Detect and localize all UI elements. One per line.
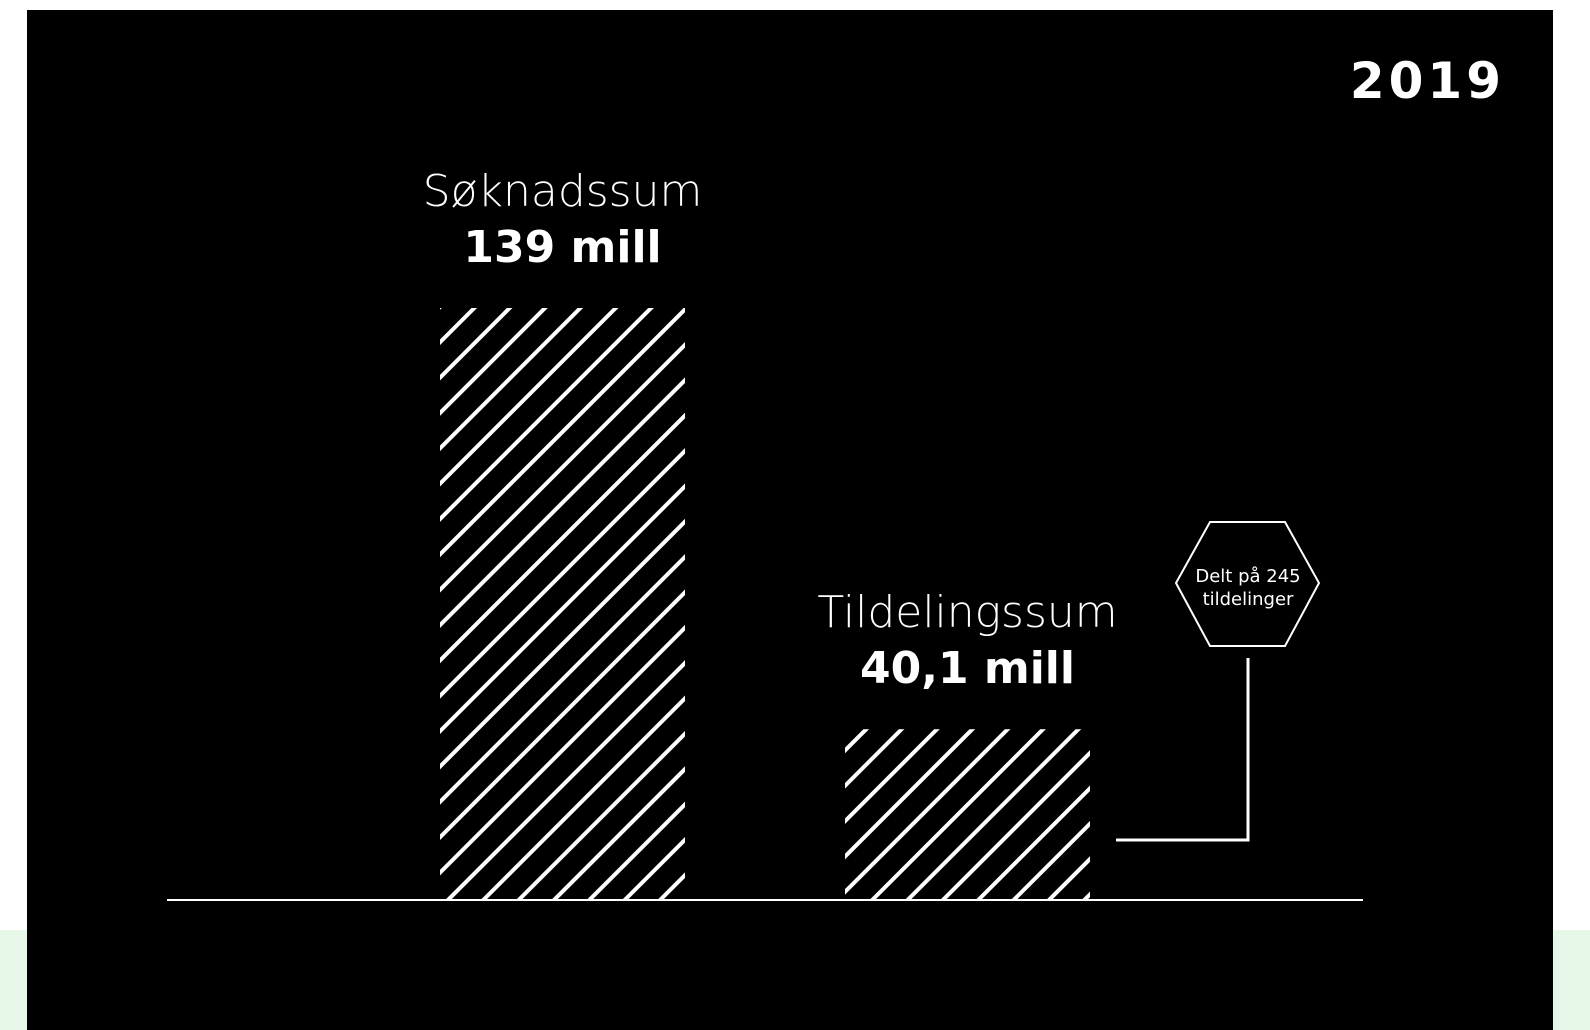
bar-soknadssum (440, 308, 685, 900)
annotation-line-2: tildelinger (1203, 589, 1294, 610)
annotation-connector (1116, 658, 1250, 842)
hexagon-badge (1174, 521, 1321, 647)
category-label-tildelingssum: Tildelingssum (817, 587, 1117, 638)
bar-tildelingssum (845, 729, 1090, 900)
annotation: Delt på 245 tildelinger (1116, 521, 1321, 842)
annotation-line-1: Delt på 245 (1195, 566, 1300, 587)
value-label-soknadssum: 139 mill (463, 222, 661, 273)
bar-chart: Søknadssum 139 mill Tildelingssum 40,1 m… (167, 166, 1363, 901)
bar-group-1: Tildelingssum 40,1 mill (817, 587, 1118, 900)
value-label-tildelingssum: 40,1 mill (860, 643, 1075, 694)
year-label: 2019 (1349, 52, 1505, 110)
category-label-soknadssum: Søknadssum (423, 166, 703, 217)
bar-group-0: Søknadssum 139 mill (423, 166, 703, 900)
chart-panel: 2019 Søknadssum 139 mill Tildelingssum 4… (27, 10, 1553, 1030)
